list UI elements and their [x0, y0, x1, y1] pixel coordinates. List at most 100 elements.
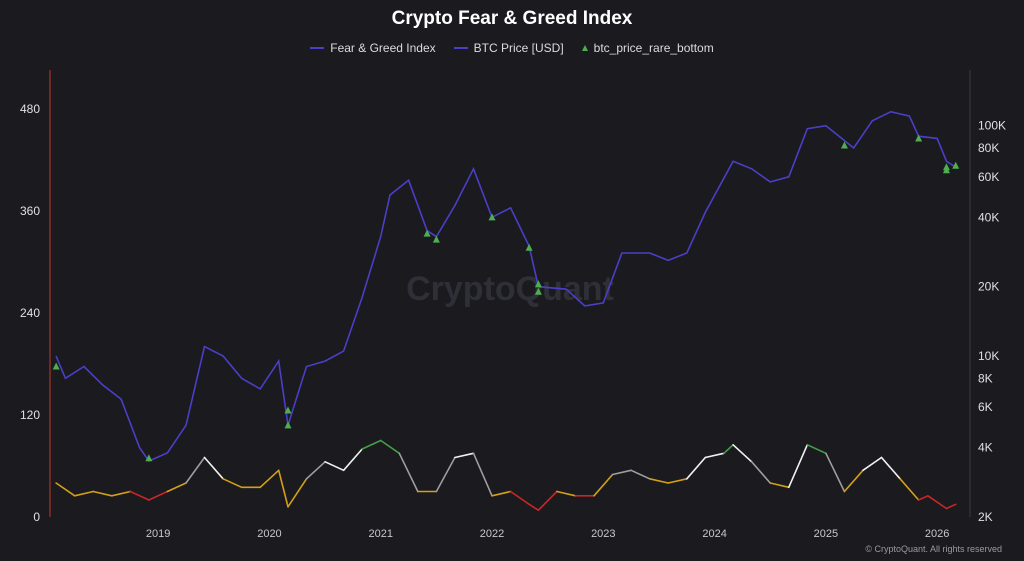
rare-bottom-markers [52, 134, 960, 462]
fear-greed-segment [129, 490, 150, 501]
copyright-text: © CryptoQuant. All rights reserved [865, 544, 1002, 554]
fear-greed-segment [825, 452, 846, 493]
x-tick-label: 2019 [146, 528, 170, 540]
fear-greed-segment [806, 443, 827, 455]
fear-greed-segment [166, 482, 187, 493]
fear-greed-segment [880, 456, 901, 480]
fear-greed-segment [704, 452, 725, 459]
rare-bottom-marker[interactable] [432, 235, 440, 243]
rare-bottom-marker[interactable] [534, 287, 542, 295]
x-tick-label: 2026 [925, 528, 949, 540]
fear-greed-segment [222, 477, 243, 489]
fear-greed-segment [843, 469, 864, 493]
fear-greed-segment [945, 503, 957, 510]
legend: Fear & Greed Index BTC Price [USD] btc_p… [0, 41, 1024, 55]
y-left-tick-label: 240 [20, 306, 40, 320]
y-right-tick-label: 60K [978, 170, 999, 184]
x-tick-label: 2023 [591, 528, 615, 540]
rare-bottom-marker[interactable] [145, 454, 153, 462]
fear-greed-segment [287, 477, 308, 508]
rare-bottom-marker[interactable] [52, 362, 60, 370]
y-left-tick-label: 480 [20, 102, 40, 116]
fear-greed-segment [454, 452, 475, 459]
fear-greed-segment [537, 490, 558, 512]
y-left-tick-label: 120 [20, 408, 40, 422]
y-left-tick-label: 360 [20, 204, 40, 218]
x-tick-label: 2024 [702, 528, 726, 540]
fear-greed-segment [528, 503, 540, 512]
fear-greed-segment [750, 460, 772, 484]
fear-greed-segment [73, 490, 94, 497]
x-tick-label: 2022 [480, 528, 504, 540]
fear-greed-series [55, 439, 957, 512]
fear-greed-segment [324, 460, 345, 472]
y-right-tick-label: 10K [978, 349, 999, 363]
chart-title: Crypto Fear & Greed Index [391, 8, 633, 29]
legend-swatch-btc-price [453, 47, 468, 49]
legend-swatch-rare-bottom [581, 45, 588, 51]
fear-greed-segment [509, 490, 530, 506]
fear-greed-segment [630, 469, 651, 480]
y-right-tick-label: 8K [978, 371, 993, 385]
fear-greed-segment [435, 456, 456, 493]
fear-greed-segment [927, 494, 948, 510]
fear-greed-segment [361, 439, 382, 450]
y-axis-left-ticks: 480 360 240 120 0 [20, 102, 40, 524]
fear-greed-segment [732, 443, 753, 463]
rare-bottom-marker[interactable] [284, 406, 292, 414]
fear-greed-segment [648, 477, 670, 484]
watermark: CryptoQuant [406, 270, 614, 308]
fear-greed-segment [917, 494, 929, 501]
rare-bottom-marker[interactable] [952, 161, 960, 169]
legend-item-rare-bottom[interactable]: btc_price_rare_bottom [581, 41, 714, 55]
fear-greed-segment [593, 473, 614, 497]
rare-bottom-marker[interactable] [915, 134, 923, 142]
rare-bottom-marker[interactable] [942, 166, 950, 174]
fear-greed-segment [899, 477, 920, 501]
fear-greed-segment [769, 482, 790, 489]
fear-greed-segment [556, 490, 577, 497]
y-left-tick-label: 0 [33, 510, 40, 524]
fear-greed-segment [203, 456, 224, 480]
legend-label-rare-bottom: btc_price_rare_bottom [593, 41, 714, 55]
fear-greed-segment [277, 469, 289, 508]
fear-greed-segment [787, 443, 809, 489]
fear-greed-segment [667, 477, 688, 484]
btc-price-series [55, 110, 957, 462]
legend-item-btc-price[interactable]: BTC Price [USD] [453, 41, 564, 55]
y-right-tick-label: 4K [978, 441, 993, 455]
legend-swatch-fear-greed [310, 47, 325, 49]
rare-bottom-marker[interactable] [534, 280, 542, 288]
rare-bottom-marker[interactable] [488, 213, 496, 221]
y-axis-right-ticks: 100K 80K 60K 40K 20K 10K 8K 6K 4K 2K [978, 119, 1006, 524]
fear-greed-segment [305, 460, 326, 480]
x-tick-label: 2020 [257, 528, 281, 540]
fear-greed-segment [111, 490, 132, 497]
rare-bottom-marker[interactable] [840, 141, 848, 149]
y-right-tick-label: 100K [978, 119, 1006, 133]
fear-greed-segment [685, 456, 707, 480]
fear-greed-segment [259, 469, 280, 489]
x-tick-label: 2025 [814, 528, 838, 540]
fear-greed-segment [491, 490, 512, 497]
rare-bottom-marker[interactable] [423, 229, 431, 237]
y-right-tick-label: 40K [978, 210, 999, 224]
fear-greed-segment [862, 456, 883, 472]
y-right-tick-label: 80K [978, 141, 999, 155]
y-right-tick-label: 6K [978, 400, 993, 414]
x-tick-label: 2021 [368, 528, 392, 540]
legend-item-fear-greed[interactable]: Fear & Greed Index [310, 41, 436, 55]
rare-bottom-marker[interactable] [525, 243, 533, 251]
fear-greed-segment [723, 443, 734, 455]
x-axis-ticks: 2019 2020 2021 2022 2023 2024 2025 2026 [146, 528, 950, 540]
fear-greed-segment [55, 482, 76, 497]
rare-bottom-marker[interactable] [284, 421, 292, 429]
btc-price-line [55, 110, 957, 462]
fear-greed-segment [148, 490, 169, 501]
fear-greed-segment [92, 490, 113, 497]
legend-label-fear-greed: Fear & Greed Index [330, 41, 436, 55]
fear-greed-segment [398, 452, 419, 493]
fear-greed-segment [342, 448, 364, 472]
fear-greed-segment [611, 469, 632, 476]
